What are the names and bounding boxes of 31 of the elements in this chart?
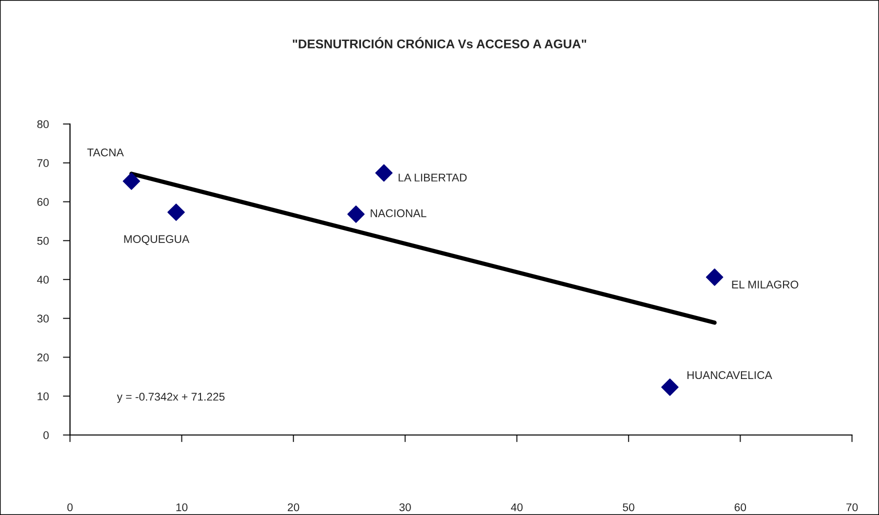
x-tick-label: 10 xyxy=(176,503,188,512)
y-tick-label: 70 xyxy=(37,159,49,168)
annotation: TACNA xyxy=(87,148,124,156)
x-tick-label: 60 xyxy=(734,503,746,512)
annotation: HUANCAVELICA xyxy=(687,371,772,380)
x-tick-label: 50 xyxy=(622,503,634,512)
x-tick-label: 30 xyxy=(399,503,411,512)
y-tick-label: 50 xyxy=(37,236,49,245)
y-tick-label: 30 xyxy=(37,314,49,323)
x-tick-label: 0 xyxy=(67,503,73,512)
point xyxy=(122,172,140,190)
annotation: EL MILAGRO xyxy=(732,280,798,288)
point xyxy=(706,268,724,286)
point xyxy=(347,206,365,223)
point xyxy=(167,204,185,221)
chart-title: "DESNUTRICIÓN CRÓNICA Vs ACCESO A AGUA" xyxy=(292,37,586,48)
y-tick-label: 20 xyxy=(37,354,49,362)
y-tick-label: 80 xyxy=(37,120,49,128)
y-tick-label: 0 xyxy=(43,431,49,440)
annotation: MOQUEGUA xyxy=(124,235,190,245)
annotation: y = -0.7342x + 71.225 xyxy=(116,392,225,403)
y-tick-label: 10 xyxy=(38,392,49,400)
point xyxy=(375,164,393,182)
annotation: LA LIBERTAD xyxy=(398,174,467,182)
y-tick-label: 60 xyxy=(37,198,49,206)
x-tick-label: 20 xyxy=(288,503,300,512)
x-tick-label: 70 xyxy=(846,503,858,512)
point xyxy=(661,378,679,396)
annotation: NACIONAL xyxy=(370,209,426,218)
y-tick-label: 40 xyxy=(37,276,49,284)
x-tick-label: 40 xyxy=(510,503,523,512)
